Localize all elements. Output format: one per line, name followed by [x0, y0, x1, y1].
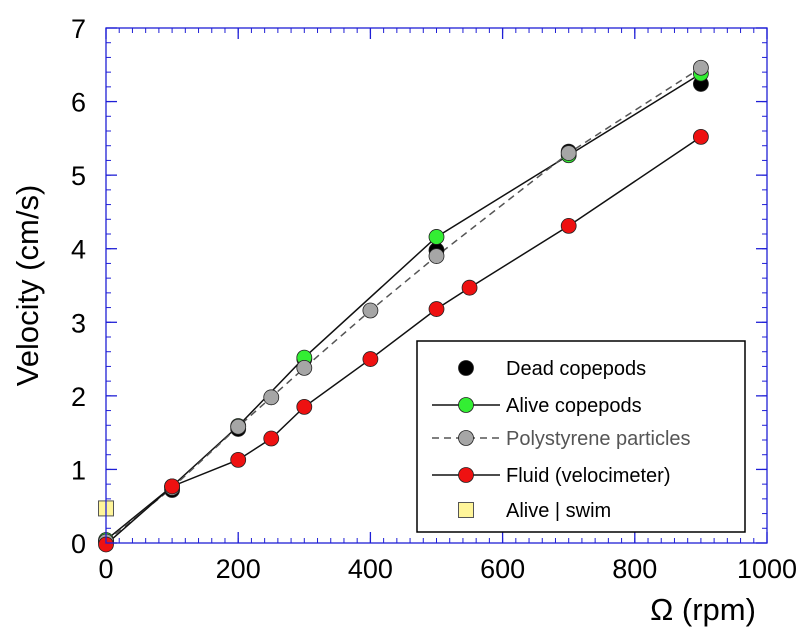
y-tick-label: 2 — [71, 382, 86, 412]
fluid-velocimeter-point — [230, 451, 247, 468]
y-tick-label: 4 — [71, 235, 86, 265]
fluid-velocimeter-point — [296, 398, 313, 415]
y-tick-label: 6 — [71, 88, 86, 118]
fluid-velocimeter-point — [362, 351, 379, 367]
polystyrene-particles-point — [263, 389, 280, 406]
legend: Dead copepods Alive copepods Polystyrene p… — [416, 340, 746, 533]
y-tick-label: 7 — [71, 14, 86, 44]
y-tick-label: 0 — [71, 529, 86, 559]
polystyrene-particles-point — [560, 145, 577, 161]
polystyrene-particles-point — [296, 359, 313, 376]
legend-label-dead-copepods: Dead copepods — [506, 358, 646, 380]
legend-label-alive-swim: Alive | swim — [506, 500, 611, 522]
polystyrene-particles-point — [693, 59, 709, 76]
x-axis-title: Ω (rpm) — [650, 592, 756, 627]
fluid-velocimeter-point — [461, 279, 478, 296]
fluid-velocimeter-line — [105, 136, 702, 546]
legend-label-fluid-velocimeter: Fluid (velocimeter) — [506, 465, 670, 487]
tick-labels: 0 200 400 600 800 1000 0 1 2 3 4 5 6 7 — [71, 14, 797, 584]
plot-frame — [105, 27, 768, 544]
legend-label-alive-copepods: Alive copepods — [506, 395, 642, 417]
fluid-velocimeter-point — [164, 478, 181, 495]
legend-label-polystyrene-particles: Polystyrene particles — [506, 428, 691, 450]
alive-copepods-point — [428, 229, 445, 245]
legend-marker-alive-copepods — [458, 397, 474, 413]
legend-marker-polystyrene-particles — [458, 430, 474, 446]
y-tick-label: 1 — [71, 455, 86, 485]
fluid-velocimeter-point — [560, 218, 577, 234]
legend-entries: Dead copepods Alive copepods Polystyrene p… — [432, 358, 691, 522]
legend-entry-fluid-velocimeter: Fluid (velocimeter) — [432, 465, 670, 487]
legend-marker-fluid-velocimeter — [458, 467, 474, 483]
polystyrene-particles-point — [230, 418, 247, 435]
legend-entry-alive-copepods: Alive copepods — [432, 395, 642, 417]
x-tick-label: 400 — [348, 554, 393, 584]
x-tick-label: 0 — [98, 554, 113, 584]
legend-marker-dead-copepods — [458, 360, 474, 376]
fluid-velocimeter-point — [263, 430, 280, 447]
x-tick-label: 800 — [612, 554, 657, 584]
y-tick-label: 5 — [71, 161, 86, 191]
y-tick-label: 3 — [71, 308, 86, 338]
fluid-velocimeter-point — [693, 128, 709, 145]
x-tick-label: 200 — [216, 554, 261, 584]
legend-entry-alive-swim: Alive | swim — [458, 500, 611, 522]
x-tick-label: 1000 — [737, 554, 797, 584]
legend-entry-polystyrene-particles: Polystyrene particles — [432, 428, 691, 450]
polystyrene-particles-point — [362, 302, 379, 319]
x-tick-label: 600 — [480, 554, 525, 584]
polystyrene-particles-point — [428, 248, 445, 264]
y-axis-title: Velocity (cm/s) — [10, 185, 45, 387]
axis-ticks — [105, 27, 768, 544]
legend-entry-dead-copepods: Dead copepods — [458, 358, 646, 380]
data-points — [98, 59, 709, 553]
legend-marker-alive-swim — [458, 502, 474, 518]
fluid-velocimeter-point — [428, 301, 445, 317]
